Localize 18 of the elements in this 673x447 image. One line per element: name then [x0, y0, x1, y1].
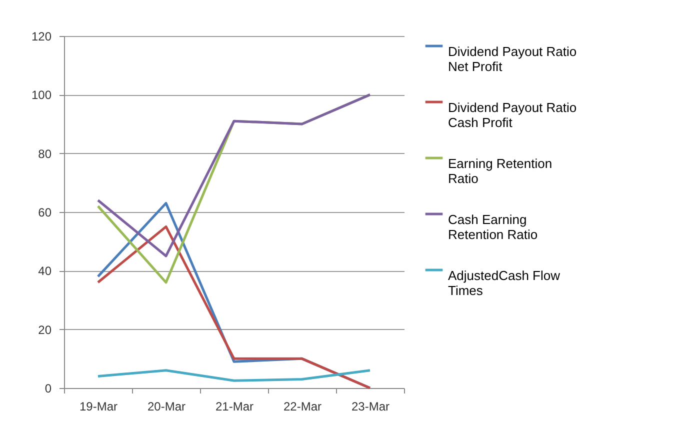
- y-tick-label: 20: [38, 322, 52, 337]
- legend-label: Cash Earning Retention Ratio: [448, 212, 538, 242]
- y-tick-label: 60: [38, 206, 52, 220]
- y-tick-label: 100: [31, 88, 52, 102]
- legend-label: Dividend Payout Ratio Cash Profit: [448, 100, 577, 130]
- legend-label: Dividend Payout Ratio Net Profit: [448, 44, 577, 74]
- y-tick-label: 80: [38, 146, 52, 161]
- legend-label: Earning Retention Ratio: [448, 156, 552, 186]
- line-series: [96, 369, 372, 382]
- x-tick-label: 21-Mar: [215, 400, 254, 414]
- y-tick-label: 0: [44, 382, 52, 396]
- x-tick-label: 19-Mar: [79, 400, 118, 414]
- y-tick-label: 40: [38, 264, 52, 278]
- x-tick-label: 22-Mar: [283, 400, 322, 414]
- y-tick-label: 120: [31, 30, 52, 44]
- x-tick-label: 20-Mar: [147, 400, 186, 414]
- x-tick-label: 23-Mar: [351, 400, 390, 414]
- legend-label: AdjustedCash Flow Times: [448, 268, 561, 298]
